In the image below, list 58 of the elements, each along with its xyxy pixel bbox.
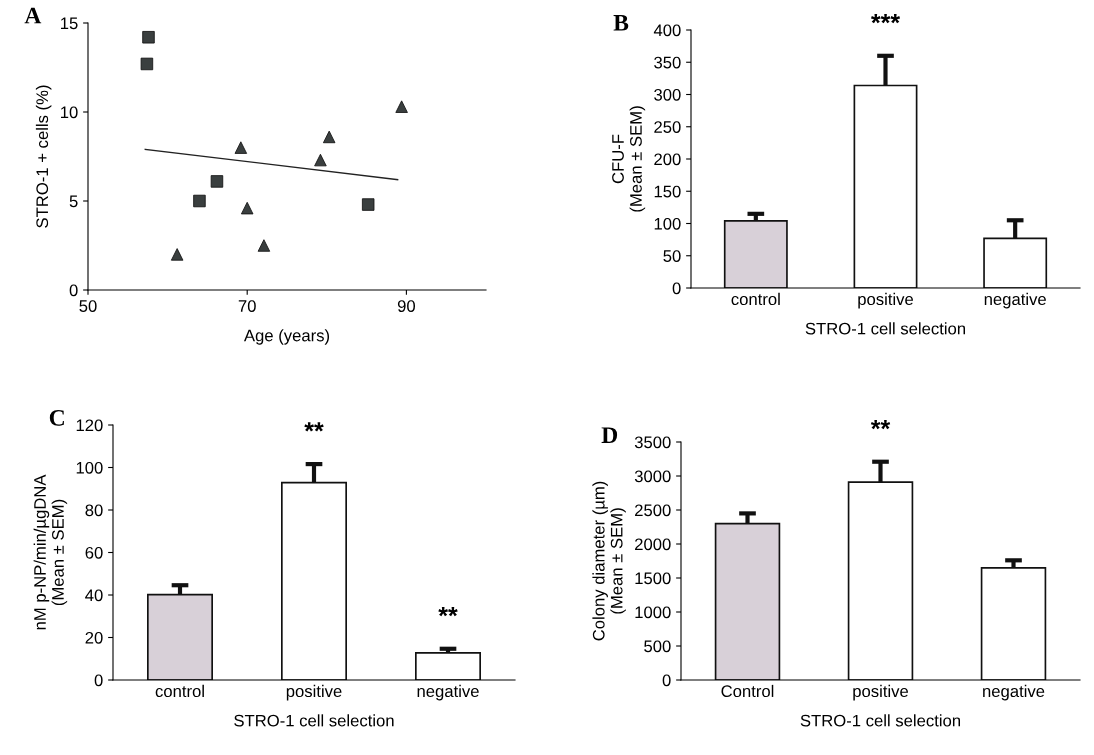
annotation: *** (870, 13, 901, 24)
y-tick-label: 0 (69, 284, 78, 297)
y-tick-label: 100 (76, 461, 103, 474)
y-axis-title: STRO-1 + cells (%) (35, 85, 52, 228)
y-tick-label: 1500 (635, 572, 671, 585)
x-tick-label: control (155, 684, 204, 698)
y-tick-label: 2000 (635, 538, 671, 551)
y-tick-label: 3000 (634, 470, 671, 483)
y-tick-label: 300 (654, 88, 681, 101)
y-axis-title: Colony diameter (µm) (Mean ± SEM) (592, 481, 626, 641)
y-tick-label: 50 (663, 250, 681, 262)
annotation: ** (870, 419, 891, 430)
bar (723, 220, 788, 288)
y-tick-label: 20 (85, 631, 103, 644)
y-tick-label: 0 (672, 282, 681, 295)
y-tick-label: 100 (654, 217, 681, 230)
y-tick-label: 250 (654, 121, 681, 133)
y-tick-label: 1000 (635, 606, 671, 619)
chart-title: D (601, 427, 618, 443)
y-tick-label: 0 (94, 674, 103, 687)
y-tick-label: 15 (61, 17, 78, 30)
y-tick-label: 350 (654, 56, 681, 69)
x-tick-label: negative (983, 684, 1045, 701)
x-tick-label: control (731, 292, 780, 306)
x-tick-label: 90 (397, 300, 416, 312)
bar (980, 566, 1047, 680)
y-tick-label: 5 (69, 195, 78, 208)
y-tick-label: 2500 (635, 504, 671, 517)
y-tick-label: 0 (662, 674, 671, 687)
x-tick-label: positive (853, 684, 909, 701)
x-axis-title: STRO-1 cell selection (805, 322, 965, 335)
bar (415, 651, 481, 680)
y-tick-label: 10 (61, 106, 78, 119)
chart-title: B (613, 15, 629, 31)
y-axis-title: CFU-F (Mean ± SEM) (612, 106, 646, 212)
x-axis-title: STRO-1 cell selection (800, 714, 960, 727)
y-tick-label: 400 (653, 24, 681, 37)
y-tick-label: 60 (85, 546, 103, 559)
x-tick-label: negative (417, 684, 479, 701)
y-tick-label: 500 (644, 640, 671, 653)
x-axis-title: STRO-1 cell selection (234, 714, 394, 727)
x-tick-label: 70 (238, 300, 256, 312)
x-tick-label: positive (858, 292, 914, 309)
y-tick-label: 120 (76, 419, 103, 432)
annotation: ** (438, 606, 458, 617)
x-axis-title: Age (years) (243, 329, 330, 345)
y-tick-label: 3500 (634, 436, 671, 449)
chart-title: C (49, 409, 64, 426)
x-tick-label: negative (984, 292, 1046, 309)
y-tick-label: 150 (654, 185, 681, 198)
annotation: ** (304, 422, 324, 432)
x-tick-label: positive (286, 684, 342, 701)
y-tick-label: 200 (654, 153, 681, 166)
chart-title: A (24, 7, 42, 24)
y-axis-title: nM p-NP/min/µgDNA (Mean ± SEM) (33, 474, 68, 630)
y-tick-label: 80 (85, 504, 103, 517)
y-tick-label: 40 (85, 589, 103, 602)
x-tick-label: Control (721, 684, 774, 698)
